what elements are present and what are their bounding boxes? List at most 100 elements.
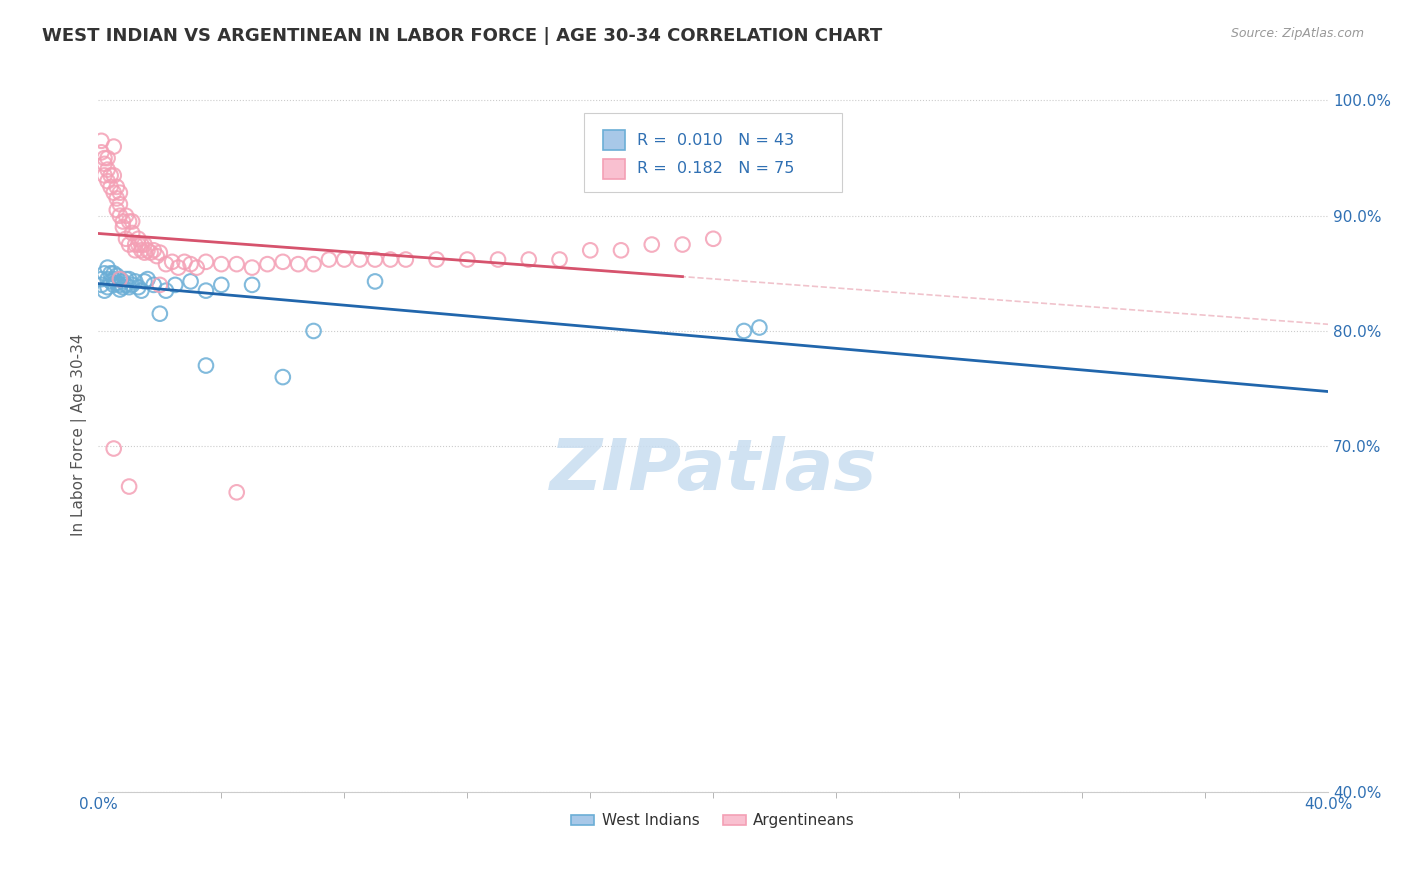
Point [118,214,141,228]
Point [131,237,153,252]
Point [103,169,125,183]
Point [127,237,149,252]
Text: R =  0.182   N = 75: R = 0.182 N = 75 [637,161,794,177]
Point [108,272,131,286]
Point [671,237,693,252]
Point [186,260,208,275]
Legend: West Indians, Argentineans: West Indians, Argentineans [565,807,860,834]
Y-axis label: In Labor Force | Age 30-34: In Labor Force | Age 30-34 [72,334,87,536]
Point [364,252,387,267]
Point [97,162,120,177]
Point [105,268,128,283]
Point [111,214,134,228]
Point [271,370,294,384]
Point [579,244,602,258]
Text: R =  0.010   N = 43: R = 0.010 N = 43 [637,133,794,148]
Point [333,252,356,267]
Point [93,157,115,171]
Point [225,257,247,271]
Point [103,139,125,153]
Point [155,257,177,271]
Point [97,272,120,286]
Point [103,442,125,456]
Point [548,252,571,267]
Point [93,266,115,280]
Point [142,277,165,292]
Point [155,284,177,298]
Point [90,277,112,292]
Point [209,257,232,271]
Point [115,277,138,292]
Text: ZIPatlas: ZIPatlas [550,436,877,505]
Point [97,174,120,188]
Point [173,255,195,269]
Point [131,244,153,258]
Point [136,244,159,258]
Point [111,274,134,288]
Point [118,479,141,493]
Point [240,260,263,275]
Point [103,186,125,200]
Point [134,274,156,288]
Point [105,202,128,217]
Point [302,257,325,271]
Point [194,255,217,269]
Point [149,245,172,260]
Point [134,245,156,260]
Point [108,197,131,211]
Point [134,237,156,252]
Point [100,180,122,194]
Point [90,145,112,160]
Point [124,237,146,252]
Point [115,272,138,286]
Point [90,272,112,286]
Point [103,277,125,292]
Point [136,272,159,286]
Point [118,272,141,286]
Point [100,274,122,288]
Point [240,277,263,292]
Point [118,280,141,294]
Point [733,324,755,338]
Point [115,209,138,223]
Point [271,255,294,269]
Point [302,324,325,338]
Text: Source: ZipAtlas.com: Source: ZipAtlas.com [1230,27,1364,40]
Point [127,232,149,246]
Point [209,277,232,292]
Point [641,237,664,252]
Point [180,274,202,288]
Point [103,272,125,286]
Point [287,257,309,271]
Point [194,359,217,373]
Point [124,274,146,288]
Point [108,277,131,292]
Bar [603,130,624,151]
Point [610,244,633,258]
Point [256,257,278,271]
Point [111,280,134,294]
Point [93,284,115,298]
Point [702,232,724,246]
Point [93,151,115,165]
Point [115,232,138,246]
Point [160,255,183,269]
Point [517,252,540,267]
Point [165,277,187,292]
Point [180,257,202,271]
Point [108,272,131,286]
Point [118,237,141,252]
Point [108,186,131,200]
Point [225,485,247,500]
Point [97,280,120,294]
Point [139,245,162,260]
Point [149,307,172,321]
Point [145,249,167,263]
Point [90,134,112,148]
Point [121,277,143,292]
Point [486,252,509,267]
Point [100,266,122,280]
Point [121,226,143,240]
FancyBboxPatch shape [583,113,842,192]
Point [149,277,172,292]
